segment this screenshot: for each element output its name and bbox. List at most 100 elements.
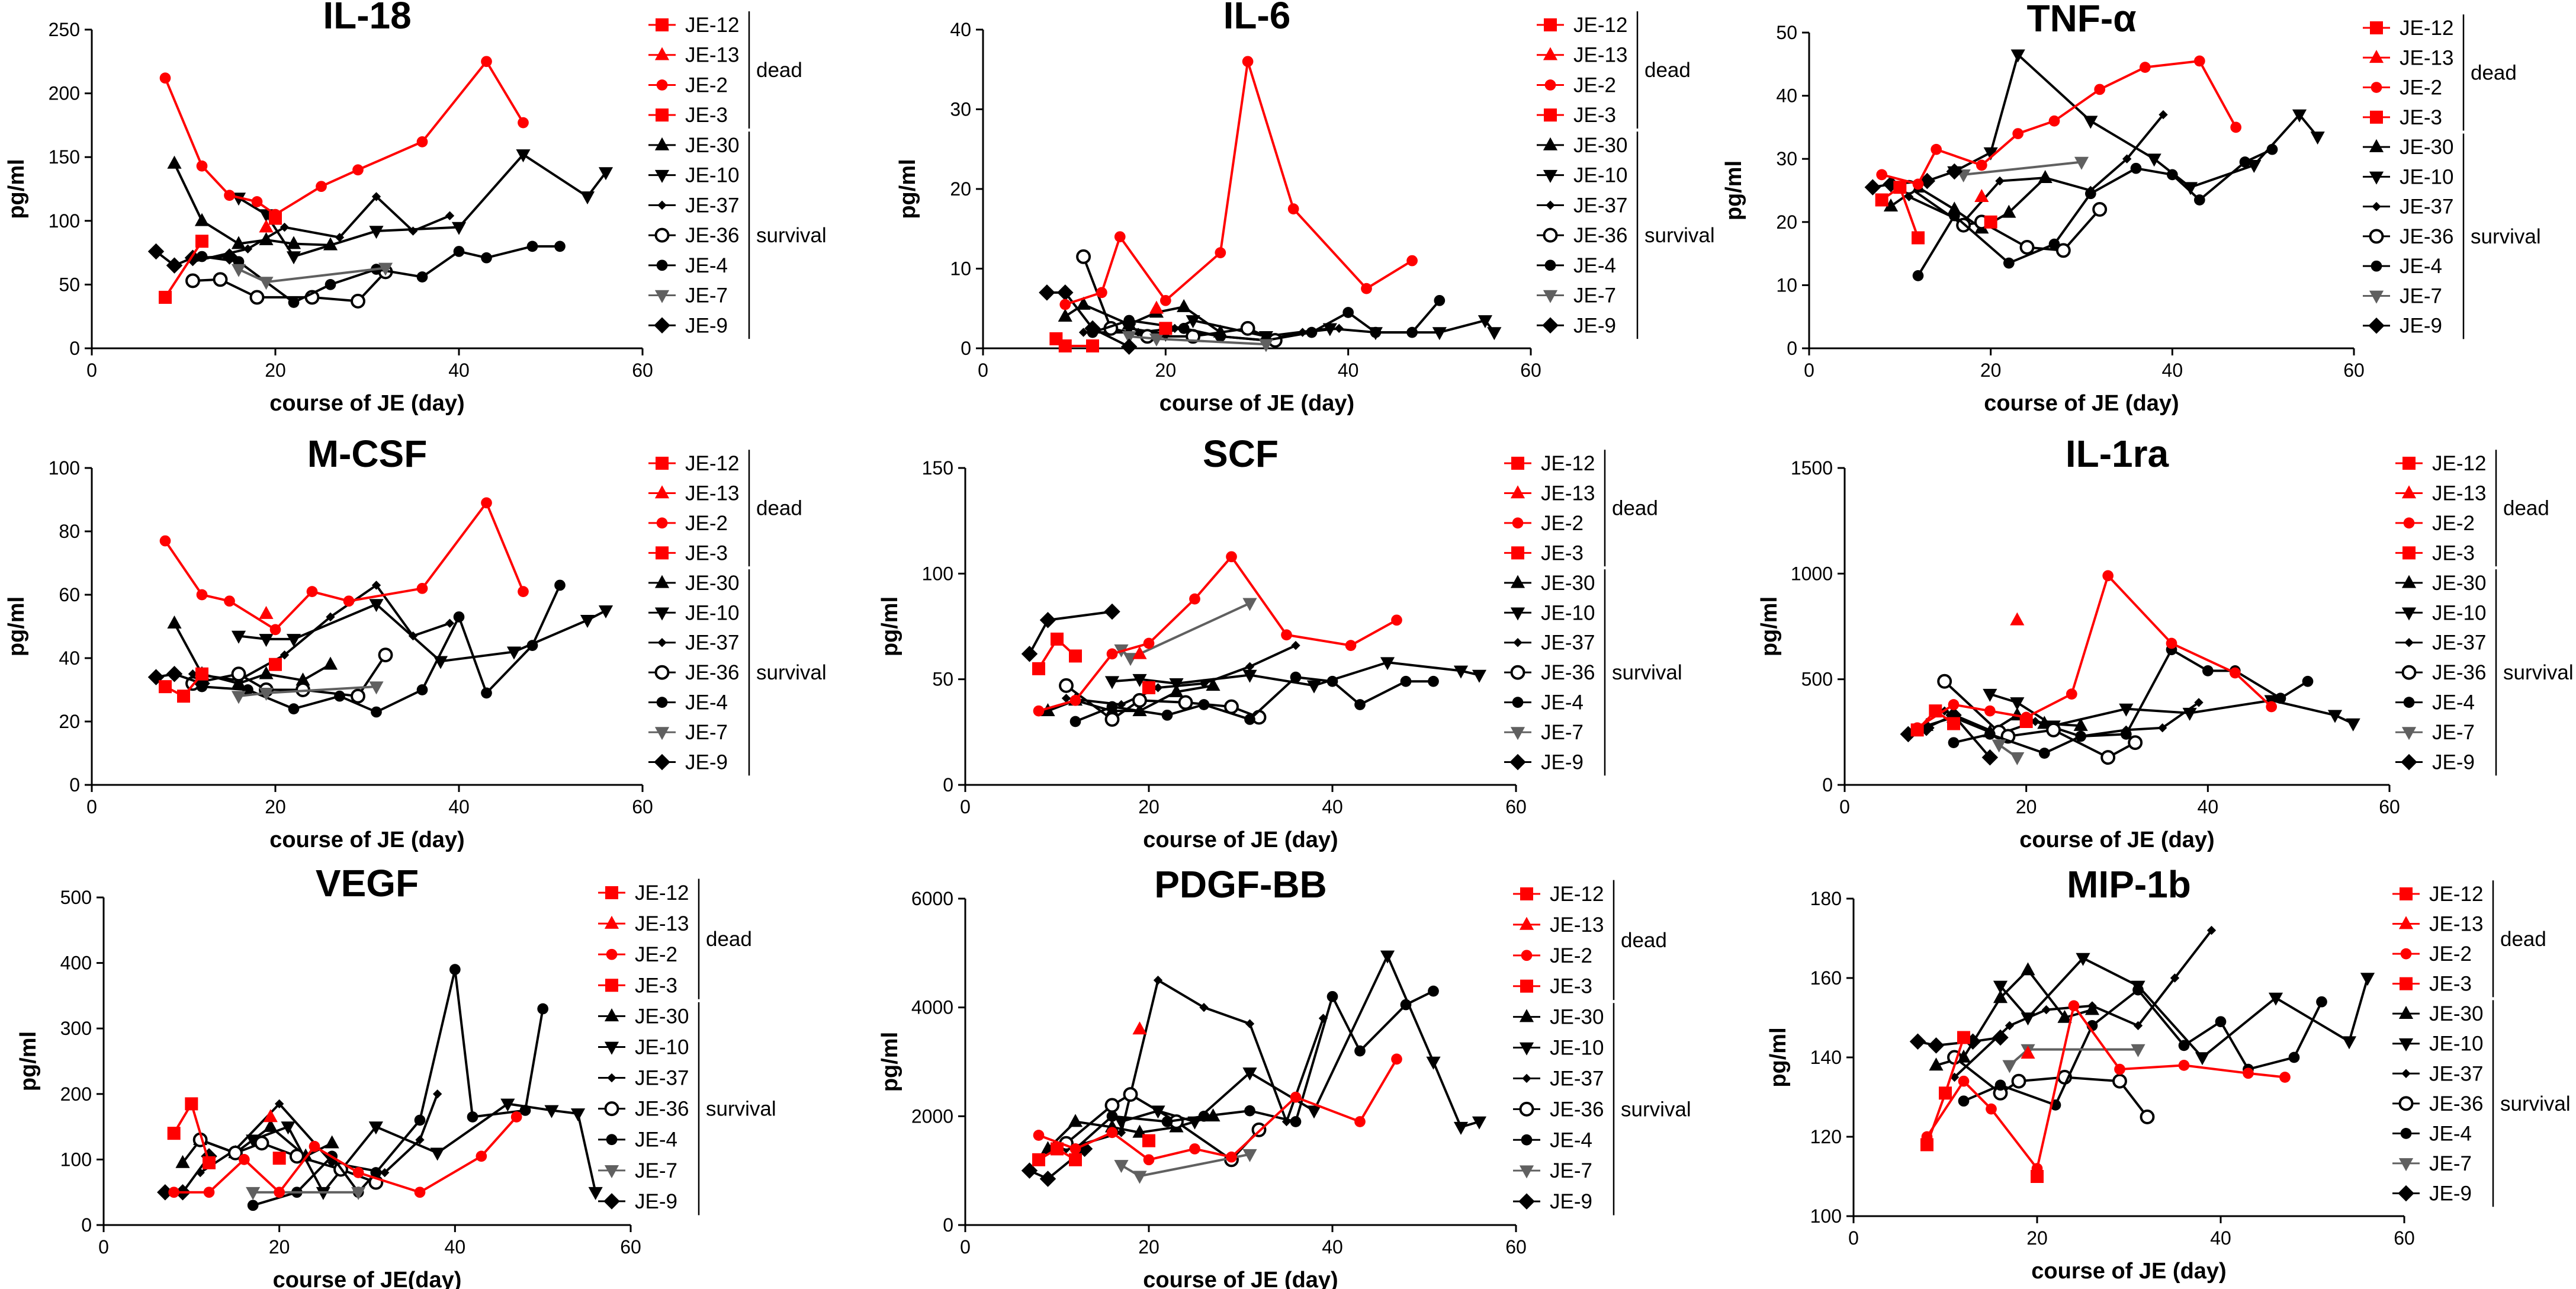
data-point: [238, 1154, 250, 1165]
legend-swatch-marker: [654, 290, 670, 303]
data-point: [2100, 750, 2116, 765]
y-tick-label: 140: [1810, 1047, 1842, 1068]
data-point: [2083, 116, 2098, 129]
data-point: [2132, 984, 2144, 996]
x-tick-label: 20: [269, 1236, 290, 1258]
chart-title: IL-6: [1223, 0, 1291, 37]
x-tick-label: 0: [960, 796, 971, 817]
data-point: [2102, 570, 2114, 582]
x-tick-label: 60: [1505, 1236, 1527, 1258]
data-point: [281, 1121, 295, 1135]
legend-label: JE-13: [635, 912, 689, 935]
legend-group-label: dead: [756, 59, 802, 82]
series-JE-3: [1032, 1142, 1082, 1166]
chart-title: MIP-1b: [2067, 863, 2191, 906]
data-point: [1290, 1116, 1302, 1127]
x-axis-label: course of JE (day): [269, 391, 464, 416]
y-tick-label: 100: [49, 457, 80, 479]
legend-label: JE-2: [2429, 942, 2472, 966]
x-tick-label: 20: [2016, 796, 2037, 817]
data-point: [2075, 730, 2087, 742]
x-tick-label: 20: [2026, 1227, 2048, 1249]
data-point: [1306, 1105, 1322, 1119]
legend-swatch-marker: [2372, 201, 2381, 211]
data-point: [157, 1184, 174, 1201]
series-JE-12: [1142, 1134, 1155, 1147]
legend-swatch-marker: [2402, 546, 2416, 560]
y-tick-label: 10: [950, 258, 971, 280]
y-tick-label: 30: [950, 99, 971, 120]
data-point: [325, 279, 336, 290]
legend-group-label: dead: [1644, 59, 1691, 82]
legend-group-label: dead: [1612, 497, 1658, 520]
legend-label: JE-10: [2432, 601, 2486, 624]
legend-label: JE-37: [1573, 194, 1627, 217]
data-point: [368, 1121, 383, 1135]
legend-swatch-marker: [1518, 1193, 1535, 1210]
data-point: [371, 581, 381, 590]
data-point: [195, 1168, 205, 1178]
data-point: [2128, 735, 2143, 751]
x-tick-label: 60: [632, 360, 653, 381]
legend-swatch-marker: [2368, 317, 2385, 334]
data-point: [167, 155, 182, 169]
data-point: [221, 248, 238, 265]
legend-swatch-marker: [604, 1101, 619, 1117]
data-point: [1132, 692, 1147, 708]
data-point: [196, 589, 208, 601]
x-axis-label: course of JE (day): [269, 828, 464, 852]
legend-label: JE-7: [2432, 721, 2475, 744]
data-point: [274, 1187, 285, 1198]
legend-swatch-marker: [1519, 1165, 1534, 1179]
data-point: [1114, 231, 1126, 243]
data-point: [159, 535, 171, 547]
chart-title: TNF-α: [2026, 0, 2136, 40]
data-point: [2010, 697, 2025, 711]
x-tick-label: 0: [98, 1236, 109, 1258]
data-point: [2003, 257, 2015, 269]
data-point: [2119, 703, 2134, 717]
data-point: [1876, 169, 1888, 181]
legend-swatch-marker: [604, 915, 619, 929]
data-point: [2279, 1072, 2291, 1083]
data-point: [2195, 1052, 2210, 1066]
data-point: [2178, 1060, 2190, 1071]
legend-label: JE-4: [1541, 691, 1583, 714]
data-point: [2055, 243, 2071, 258]
series-line: [1075, 676, 1434, 723]
data-point: [570, 1108, 586, 1122]
series-JE-2: [168, 1111, 522, 1198]
series-JE-10: [231, 599, 614, 669]
data-point: [1939, 1086, 1952, 1100]
data-point: [1198, 1110, 1210, 1122]
legend-swatch-marker: [1510, 665, 1525, 680]
legend: JE-12 JE-13 JE-2 JE-3 JE-30 JE-10 JE-37 JE-36 JE…: [2392, 880, 2571, 1207]
data-point: [2170, 973, 2180, 983]
series-JE-7: [231, 262, 393, 290]
legend-label: JE-12: [2429, 883, 2483, 906]
data-point: [1242, 1149, 1257, 1162]
data-point: [1487, 327, 1502, 341]
y-tick-label: 20: [59, 711, 80, 732]
data-point: [1957, 1031, 1970, 1044]
legend-label: JE-12: [635, 881, 689, 905]
data-point: [2021, 711, 2032, 723]
data-point: [166, 257, 183, 274]
data-point: [1370, 326, 1382, 338]
data-point: [2041, 1005, 2051, 1015]
legend: JE-12 JE-13 JE-2 JE-3 JE-30 JE-10 JE-37 JE-36 JE…: [648, 11, 827, 339]
legend-swatch-marker: [656, 18, 669, 31]
x-tick-label: 60: [2379, 796, 2400, 817]
legend: JE-12 JE-13 JE-2 JE-3 JE-30 JE-10 JE-37 JE-36 JE…: [2395, 450, 2574, 776]
chart-title: PDGF-BB: [1154, 863, 1327, 906]
legend-swatch-marker: [2401, 1069, 2411, 1078]
data-point: [175, 1155, 190, 1168]
chart-panel-2: 0 20 40 60 0 10 20 30 40 50 TNF-α course of JE (day…: [1721, 0, 2541, 416]
x-tick-label: 40: [2162, 360, 2183, 381]
legend-label: JE-9: [635, 1190, 677, 1213]
data-point: [203, 1187, 215, 1198]
chart-title: IL-1ra: [2066, 432, 2169, 475]
legend-swatch-marker: [2398, 1185, 2414, 1202]
data-point: [269, 658, 282, 671]
